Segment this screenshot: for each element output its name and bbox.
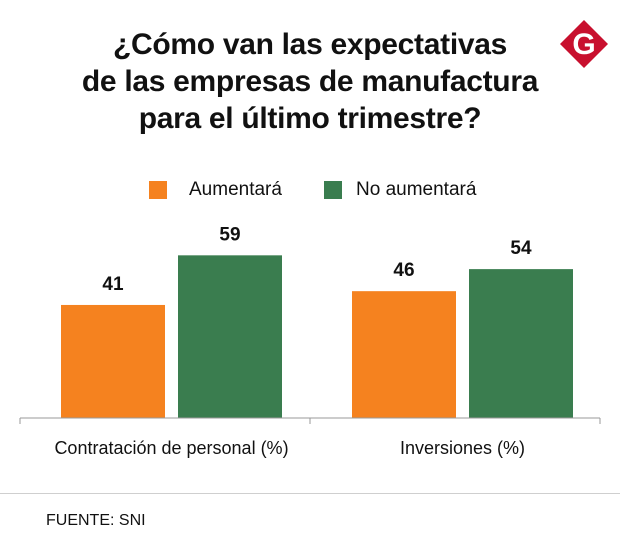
legend-label-no-aumentara: No aumentará (356, 179, 477, 200)
title-line-1: ¿Cómo van las expectativas (112, 28, 508, 61)
data-label-no-aumentara-2: 54 (510, 238, 532, 259)
svg-text:G: G (572, 28, 595, 61)
category-label-2: Inversiones (%) (400, 438, 525, 458)
data-label-aumentara-2: 46 (393, 260, 414, 281)
data-label-no-aumentara-1: 59 (219, 224, 240, 245)
bar-aumentara-1 (61, 304, 165, 418)
legend-label-aumentara: Aumentará (189, 179, 282, 200)
gestion-g-logo-icon: G (560, 20, 608, 68)
category-label-1: Contratación de personal (%) (54, 438, 288, 458)
legend-swatch-aumentara (149, 181, 167, 199)
source-note: FUENTE: SNI (46, 512, 146, 529)
bar-no-aumentara-1 (178, 255, 282, 418)
footer-divider (0, 493, 620, 494)
bar-no-aumentara-2 (469, 269, 573, 418)
legend-swatch-no-aumentara (324, 181, 342, 199)
bar-aumentara-2 (352, 291, 456, 418)
data-label-aumentara-1: 41 (102, 274, 124, 295)
legend: Aumentará No aumentará (0, 178, 620, 202)
bar-chart: 41 59 Contratación de personal (%) 46 54 Inve… (19, 224, 601, 458)
title-line-2: de las empresas de manufactura (81, 65, 539, 98)
legend-item-aumentara: Aumentará (149, 178, 282, 202)
legend-item-no-aumentara: No aumentará (324, 178, 476, 202)
chart-title: ¿Cómo van las expectativas de las empres… (20, 26, 600, 137)
title-line-3: para el último trimestre? (138, 102, 482, 135)
